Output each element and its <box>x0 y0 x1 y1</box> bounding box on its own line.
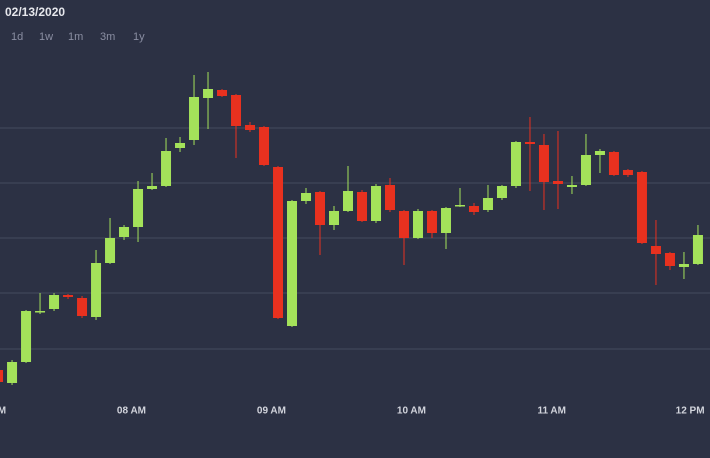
candle-body <box>161 151 172 186</box>
x-axis: M 08 AM 09 AM 10 AM 11 AM 12 PM <box>0 406 705 417</box>
candle-body <box>273 167 284 318</box>
candle-body <box>384 185 395 210</box>
candle-body <box>189 97 200 140</box>
x-tick-label: M <box>0 406 6 417</box>
candle-body <box>510 142 521 186</box>
candle-body <box>49 295 60 309</box>
range-button[interactable]: 1w <box>39 31 53 43</box>
candle-body <box>301 193 312 201</box>
candle-body <box>203 89 214 98</box>
candle-body <box>426 211 437 233</box>
candle-body <box>119 227 130 237</box>
candles <box>0 72 703 385</box>
candle-body <box>398 211 409 238</box>
candle-body <box>231 95 242 126</box>
candle-body <box>524 142 535 144</box>
candle-body <box>650 246 661 254</box>
range-buttons: 1d 1w 1m 3m 1y <box>11 31 145 43</box>
range-button[interactable]: 1d <box>11 31 23 43</box>
candle-body <box>315 192 326 225</box>
candle-body <box>35 311 46 313</box>
range-button[interactable]: 1y <box>133 31 145 43</box>
candle-body <box>287 201 298 326</box>
candle-body <box>454 205 465 207</box>
candle-body <box>692 235 703 264</box>
candle-body <box>343 191 354 211</box>
candle-body <box>468 206 479 212</box>
candle-body <box>105 238 116 263</box>
range-button[interactable]: 1m <box>68 31 83 43</box>
candle-body <box>329 211 340 225</box>
candle-body <box>245 125 256 130</box>
candle-body <box>77 298 88 316</box>
candle-body <box>496 186 507 198</box>
candle-body <box>370 186 381 221</box>
x-tick-label: 11 AM <box>537 406 566 417</box>
x-tick-label: 09 AM <box>257 406 286 417</box>
candle-body <box>636 172 647 243</box>
candle-body <box>608 152 619 175</box>
x-tick-label: 12 PM <box>676 406 705 417</box>
candle-body <box>356 192 367 221</box>
candle-body <box>664 253 675 266</box>
candle-body <box>0 370 4 382</box>
candle-body <box>91 263 102 317</box>
x-tick-label: 10 AM <box>397 406 426 417</box>
candle-body <box>21 311 32 362</box>
x-tick-label: 08 AM <box>117 406 146 417</box>
candle-body <box>217 90 228 96</box>
candle-body <box>7 362 18 383</box>
candle-body <box>622 170 633 175</box>
candle-body <box>482 198 493 210</box>
candle-body <box>63 295 74 297</box>
candle-body <box>259 127 270 165</box>
candle-body <box>580 155 591 185</box>
candle-body <box>594 151 605 155</box>
candle-body <box>566 185 577 187</box>
date: 02/13/2020 <box>5 5 65 19</box>
candle-body <box>133 189 144 227</box>
candle-body <box>412 211 423 238</box>
candle-body <box>147 186 158 189</box>
candle-body <box>175 143 186 148</box>
grid <box>0 127 710 350</box>
candle-body <box>552 181 563 184</box>
candle-body <box>538 145 549 182</box>
candle-body <box>678 264 689 267</box>
candle-body <box>440 208 451 233</box>
range-button[interactable]: 3m <box>100 31 115 43</box>
